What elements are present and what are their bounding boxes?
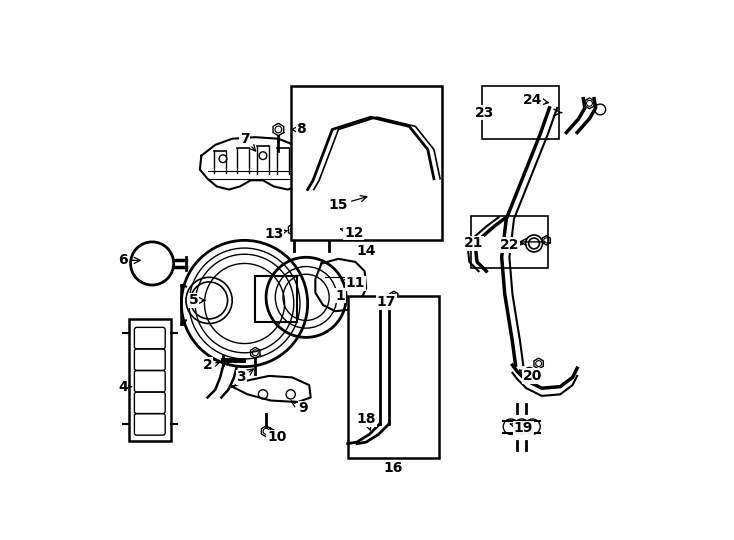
Text: 24: 24 — [523, 93, 548, 107]
Text: 9: 9 — [291, 401, 308, 415]
Text: 6: 6 — [118, 253, 140, 267]
Text: 13: 13 — [264, 227, 287, 241]
Bar — [348, 296, 438, 457]
Text: 11: 11 — [341, 276, 365, 291]
Bar — [129, 319, 170, 441]
Text: 12: 12 — [341, 226, 363, 240]
Bar — [471, 215, 548, 268]
Text: 19: 19 — [510, 421, 533, 435]
Text: 23: 23 — [475, 105, 495, 119]
Text: 21: 21 — [464, 237, 484, 251]
Text: 1: 1 — [335, 289, 345, 303]
Text: 17: 17 — [377, 295, 396, 309]
Bar — [291, 86, 442, 240]
Text: 2: 2 — [203, 358, 220, 372]
Text: 14: 14 — [357, 244, 376, 258]
Text: 4: 4 — [118, 380, 131, 394]
Text: 8: 8 — [292, 123, 306, 137]
Text: 20: 20 — [520, 369, 542, 383]
Text: 7: 7 — [240, 132, 255, 151]
Text: 15: 15 — [329, 195, 367, 212]
Text: 5: 5 — [189, 293, 205, 307]
Bar — [482, 86, 559, 139]
Text: 18: 18 — [357, 412, 376, 430]
Text: 22: 22 — [500, 238, 523, 252]
Text: 16: 16 — [383, 461, 403, 475]
Text: 3: 3 — [236, 369, 253, 384]
Text: 10: 10 — [267, 427, 286, 444]
